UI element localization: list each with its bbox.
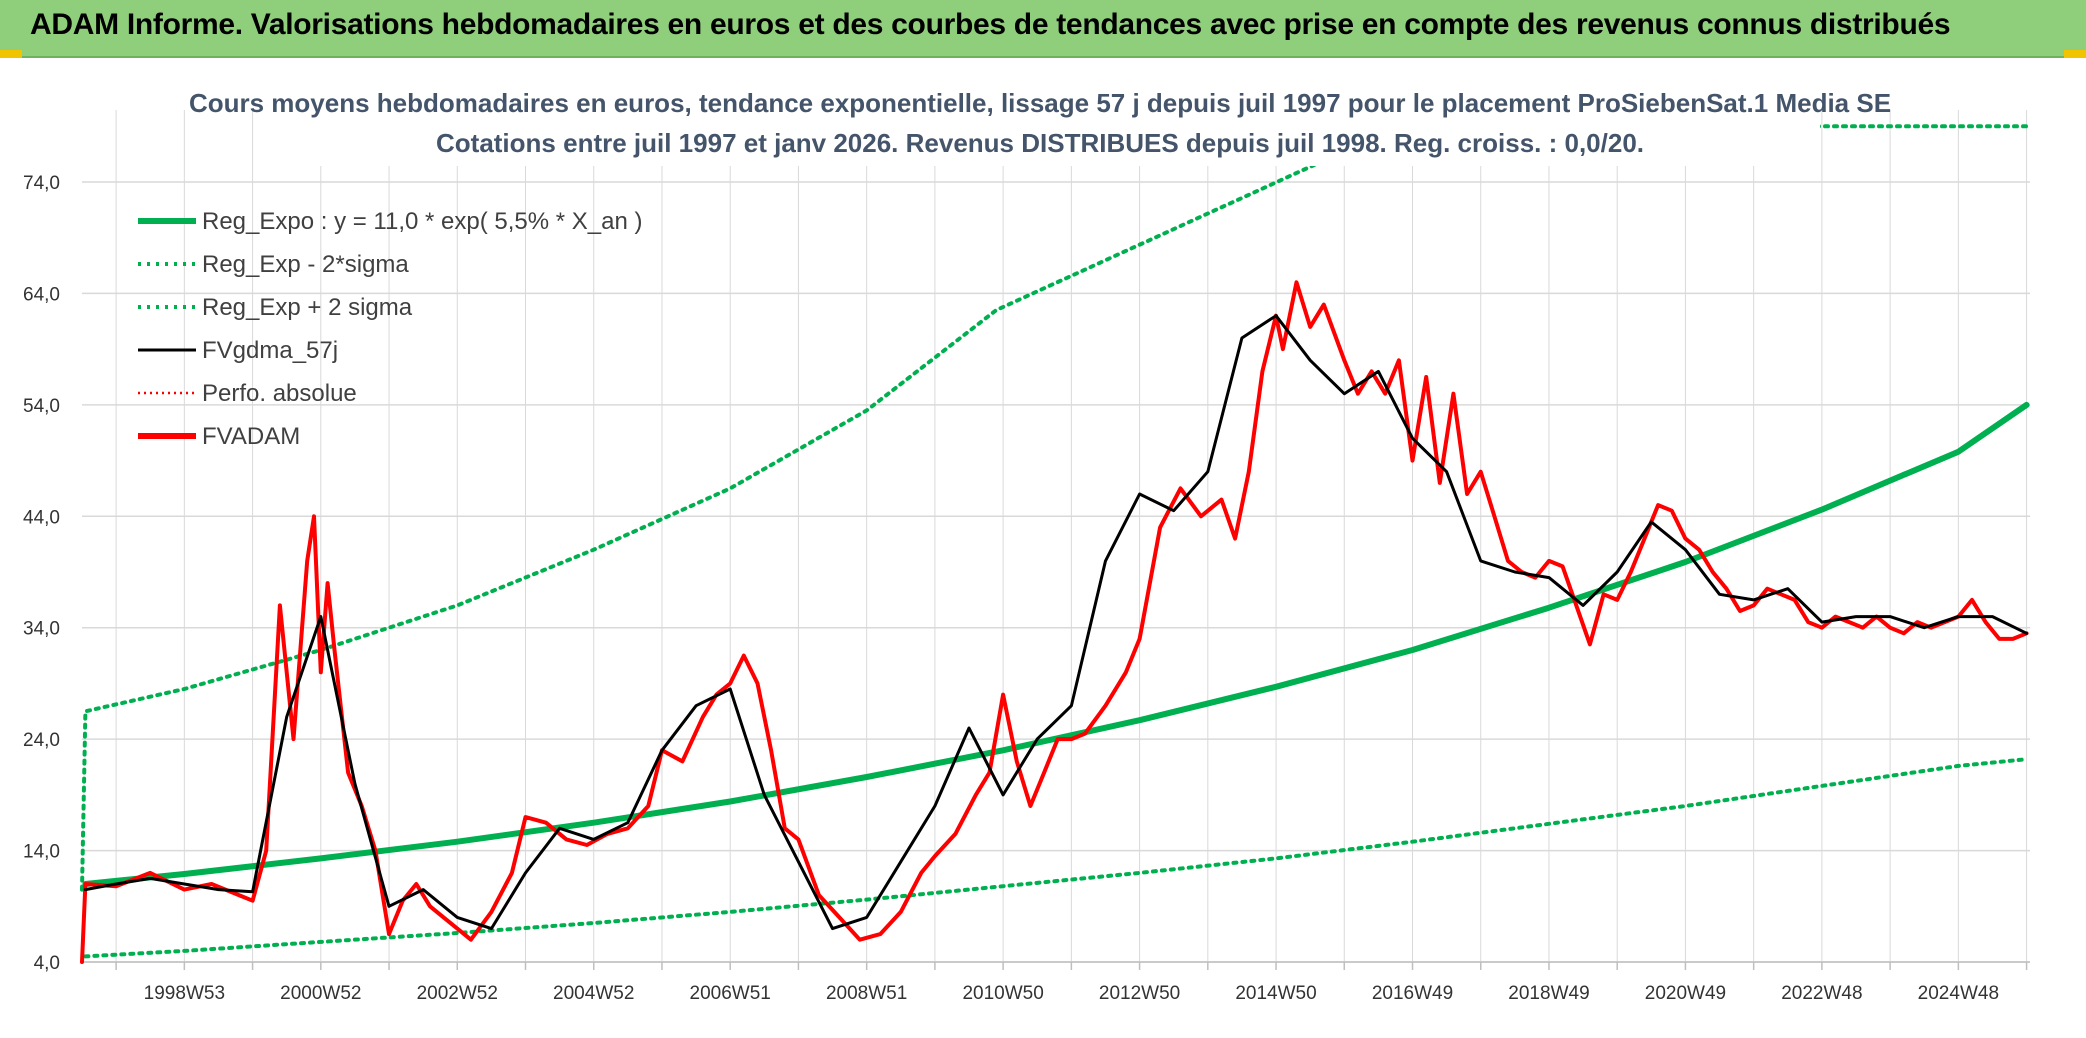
axes: 4,0 14,0 24,0 34,0 44,0 54,0 64,0 74,0 1998W53 20… [23,173,2030,1004]
banner-title: ADAM Informe. Valorisations hebdomadaire… [30,8,1951,41]
y-tick-label: 54,0 [23,396,60,417]
legend-entry: Perfo. absolue [202,380,357,407]
series-line-0 [82,401,2030,887]
y-tick-label: 74,0 [23,173,60,194]
y-tick-label: 14,0 [23,842,60,863]
x-tick-label: 2024W48 [1918,983,1999,1004]
legend-entry: Reg_Exp - 2*sigma [202,251,409,278]
x-tick-label: 2004W52 [553,983,634,1004]
series-line-5 [80,280,2029,964]
legend-entry: Reg_Exp + 2 sigma [202,294,413,321]
top-banner: ADAM Informe. Valorisations hebdomadaire… [0,0,2086,58]
x-tick-label: 2012W50 [1099,983,1180,1004]
legend-entry: FVADAM [202,423,300,450]
legend-entry: FVgdma_57j [202,337,338,364]
chart-title: Cours moyens hebdomadaires en euros, ten… [189,88,1891,118]
x-tick-label: 2022W48 [1781,983,1862,1004]
series-line-1 [83,757,2029,959]
x-tick-label: 1998W53 [144,983,225,1004]
x-tick-label: 2006W51 [690,983,771,1004]
banner-accent-right [2064,50,2086,58]
grid [82,110,2030,963]
legend: Reg_Expo : y = 11,0 * exp( 5,5% * X_an )… [138,208,642,450]
x-tick-label: 2008W51 [826,983,907,1004]
x-tick-label: 2010W50 [962,983,1043,1004]
banner-accent-left [0,50,22,58]
y-tick-label: 4,0 [34,953,60,974]
y-tick-label: 44,0 [23,507,60,528]
x-tick-label: 2002W52 [417,983,498,1004]
x-tick-label: 2018W49 [1508,983,1589,1004]
series [80,124,2030,964]
y-tick-label: 24,0 [23,730,60,751]
x-tick-label: 2020W49 [1645,983,1726,1004]
chart-titles: Cours moyens hebdomadaires en euros, ten… [189,80,1891,166]
x-tick-label: 2014W50 [1235,983,1316,1004]
series-line-2 [80,124,2029,892]
x-tick-label: 2000W52 [280,983,361,1004]
series-line-3 [83,314,2029,931]
legend-entry: Reg_Expo : y = 11,0 * exp( 5,5% * X_an ) [202,208,642,235]
chart-subtitle: Cotations entre juil 1997 et janv 2026. … [436,128,1644,158]
y-tick-label: 64,0 [23,284,60,305]
title-background [260,80,1820,166]
y-tick-label: 34,0 [23,619,60,640]
x-tick-label: 2016W49 [1372,983,1453,1004]
